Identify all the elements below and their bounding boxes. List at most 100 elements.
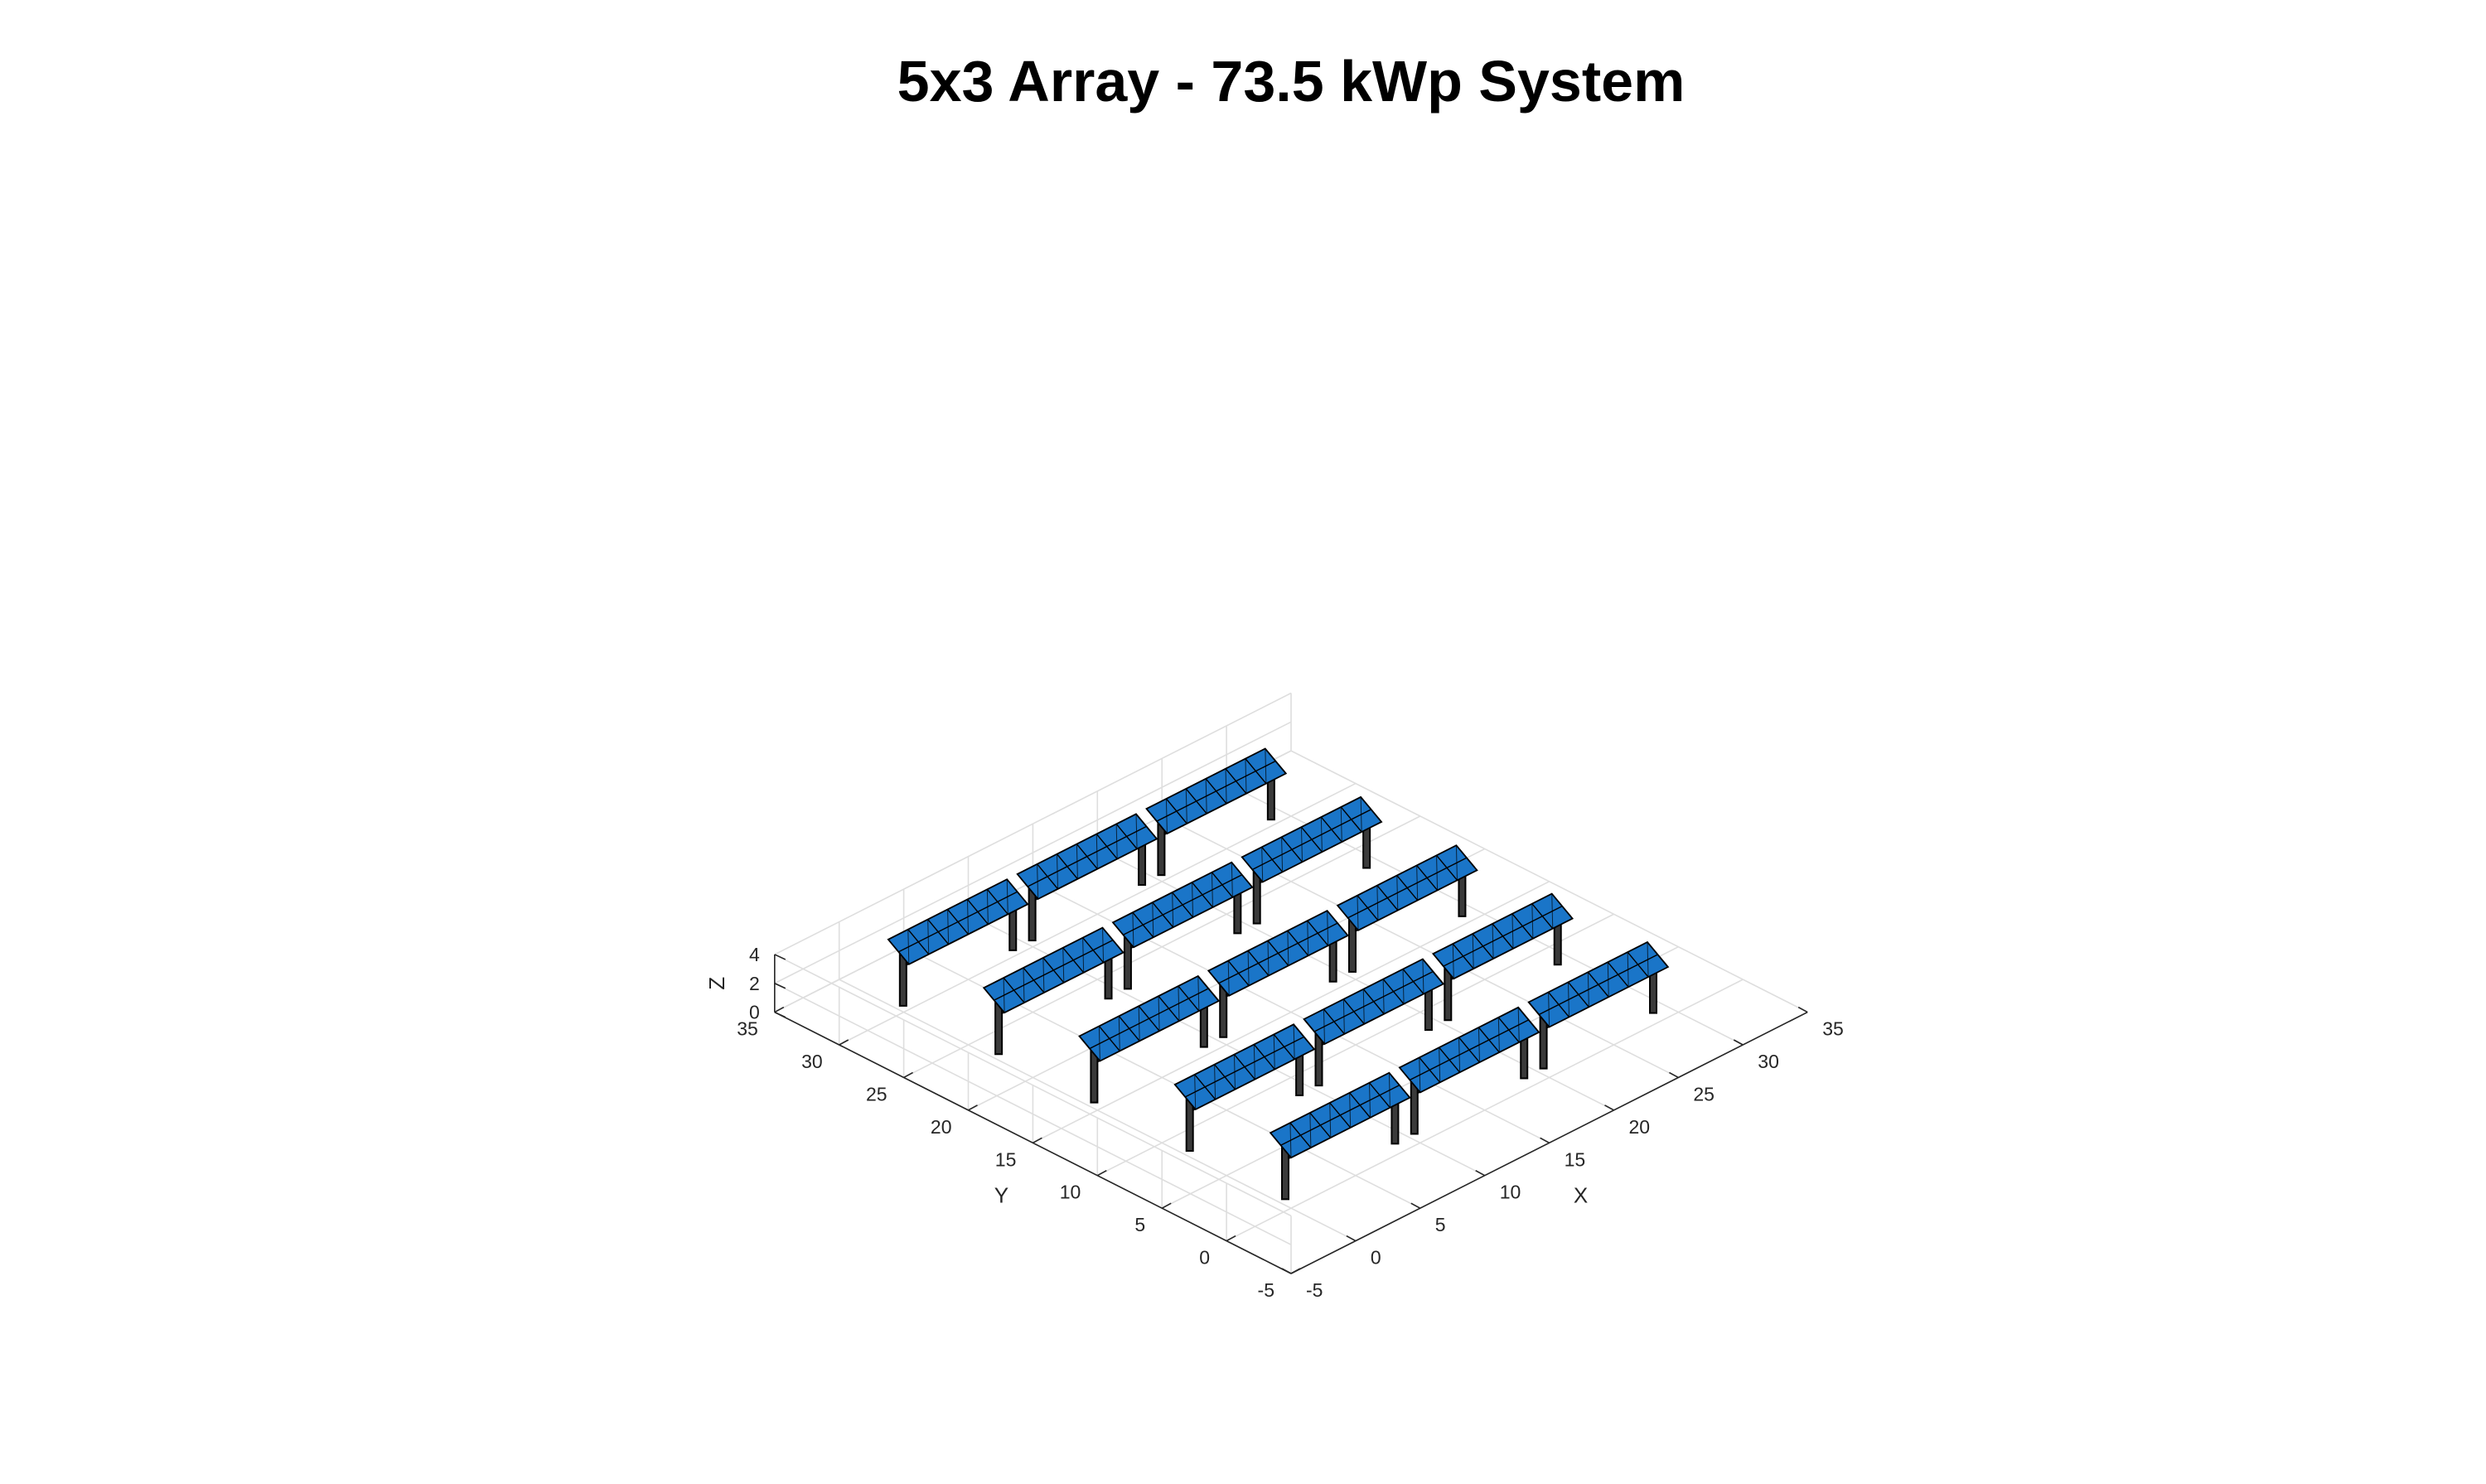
frame-brace xyxy=(1458,1037,1461,1073)
frame-brace xyxy=(1006,879,1008,915)
frame-brace xyxy=(907,929,910,964)
frame-brace xyxy=(1194,1074,1197,1109)
x-axis-label: X xyxy=(1574,1182,1588,1207)
y-tick-label: 25 xyxy=(866,1083,888,1105)
x-tick-label: 15 xyxy=(1565,1148,1586,1170)
x-tick-mark xyxy=(1604,1105,1614,1111)
frame-brace xyxy=(1102,927,1105,963)
pv-table xyxy=(1016,813,1158,942)
frame-brace xyxy=(1478,1027,1480,1063)
module-divider xyxy=(1027,825,1147,887)
pv-table xyxy=(1111,861,1254,990)
module-divider xyxy=(994,939,1114,1001)
z-tick-label: 0 xyxy=(749,1002,760,1023)
frame-brace xyxy=(1357,895,1359,931)
frame-brace xyxy=(1439,1047,1441,1083)
frame-brace xyxy=(966,899,969,935)
module-divider xyxy=(1443,905,1563,967)
support-post xyxy=(1157,822,1166,877)
frame-brace xyxy=(1245,758,1247,794)
module-divider xyxy=(1089,988,1209,1050)
module-divider xyxy=(1123,874,1243,935)
pv-table xyxy=(982,926,1125,1056)
frame-brace xyxy=(1289,1123,1292,1158)
frame-brace xyxy=(1320,817,1323,853)
frame-brace xyxy=(1135,814,1138,849)
pv-table xyxy=(1269,1071,1411,1201)
grid-line xyxy=(839,782,1357,1046)
y-tick-mark xyxy=(1033,1137,1042,1143)
frame-brace xyxy=(1192,882,1194,918)
frame-brace xyxy=(1287,931,1289,966)
frame-brace xyxy=(1197,975,1200,1012)
frame-brace xyxy=(1455,845,1458,881)
frame-brace xyxy=(1376,885,1379,921)
frame-brace xyxy=(1548,992,1550,1027)
pv-table xyxy=(1336,844,1478,973)
frame-brace xyxy=(927,919,930,955)
y-tick-label: 5 xyxy=(1134,1214,1145,1235)
frame-brace xyxy=(1042,957,1045,993)
module-divider xyxy=(1347,857,1468,919)
z-tick-mark xyxy=(774,954,786,960)
support-post xyxy=(1219,984,1228,1038)
support-post xyxy=(1410,1080,1419,1135)
x-tick-mark xyxy=(1410,1202,1421,1209)
frame-brace xyxy=(1436,855,1439,891)
pv-table xyxy=(1173,1023,1316,1152)
x-tick-label: 10 xyxy=(1500,1182,1521,1203)
y-tick-mark xyxy=(1290,1268,1301,1274)
x-tick-mark xyxy=(1540,1137,1550,1143)
pv-table xyxy=(1431,892,1574,1022)
grid-line xyxy=(1096,913,1614,1177)
frame-brace xyxy=(1132,912,1134,948)
frame-brace xyxy=(1118,1016,1120,1051)
x-tick-mark xyxy=(1346,1235,1357,1242)
frame-brace xyxy=(1517,1007,1520,1042)
x-tick-label: 0 xyxy=(1371,1247,1381,1269)
y-tick-mark xyxy=(968,1105,978,1111)
support-post xyxy=(1090,1049,1099,1104)
frame-brace xyxy=(1095,834,1098,869)
module-divider xyxy=(1251,809,1371,871)
frame-brace xyxy=(1511,913,1514,949)
x-tick-label: 25 xyxy=(1693,1083,1715,1105)
frame-brace xyxy=(1265,748,1267,784)
grid-line xyxy=(774,721,1292,984)
frame-brace xyxy=(1382,979,1385,1014)
x-tick-label: 5 xyxy=(1435,1214,1446,1235)
pv-table xyxy=(1398,1006,1540,1135)
y-tick-label: 15 xyxy=(995,1148,1017,1170)
module-divider xyxy=(898,891,1018,953)
support-post xyxy=(898,953,907,1007)
grid-line xyxy=(903,815,1421,1079)
pv-table xyxy=(1241,795,1383,925)
x-tick-label: -5 xyxy=(1306,1279,1323,1301)
frame-brace xyxy=(1227,960,1230,996)
frame-brace xyxy=(1267,940,1270,976)
frame-brace xyxy=(1165,798,1168,834)
frame-brace xyxy=(1402,969,1405,1004)
frame-brace xyxy=(1214,1064,1216,1100)
pv-table xyxy=(887,878,1029,1007)
frame-brace xyxy=(1647,941,1649,978)
frame-brace xyxy=(1323,1008,1326,1045)
y-tick-mark xyxy=(839,1039,849,1046)
frame-brace xyxy=(1492,923,1494,959)
y-tick-mark xyxy=(903,1071,913,1079)
y-tick-label: 10 xyxy=(1060,1182,1081,1203)
frame-brace xyxy=(1185,788,1187,824)
z-tick-label: 4 xyxy=(749,944,760,965)
frame-brace xyxy=(1567,982,1569,1018)
support-post xyxy=(1280,1146,1289,1201)
frame-brace xyxy=(1422,959,1424,994)
frame-brace xyxy=(1300,827,1303,863)
frame-brace xyxy=(1098,1026,1100,1061)
y-tick-label: -5 xyxy=(1258,1279,1274,1301)
frame-brace xyxy=(1587,972,1589,1008)
z-tick-mark xyxy=(774,1011,786,1018)
pv-table xyxy=(1527,940,1670,1070)
y-tick-label: 20 xyxy=(931,1116,952,1138)
y-tick-mark xyxy=(1161,1202,1172,1209)
x-tick-label: 35 xyxy=(1822,1018,1844,1040)
